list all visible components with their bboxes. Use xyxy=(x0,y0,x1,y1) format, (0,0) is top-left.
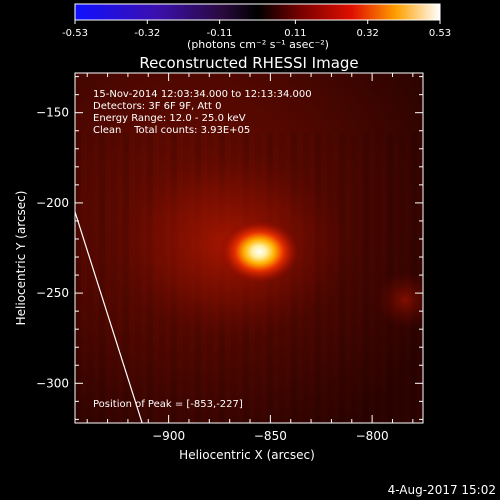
image-stripe xyxy=(363,133,369,423)
image-stripe xyxy=(351,133,357,423)
info-line: Detectors: 3F 6F 9F, Att 0 xyxy=(93,101,221,112)
image-stripe xyxy=(375,133,381,423)
image-area xyxy=(75,73,429,423)
plot-title: Reconstructed RHESSI Image xyxy=(139,54,358,72)
x-tick-label: −850 xyxy=(254,429,287,443)
image-stripe xyxy=(111,133,117,423)
y-axis-label: Heliocentric Y (arcsec) xyxy=(14,191,28,326)
x-tick-label: −800 xyxy=(356,429,389,443)
image-stripe xyxy=(75,133,81,423)
colorbar-units: (photons cm⁻² s⁻¹ asec⁻²) xyxy=(187,38,329,51)
info-block: 15-Nov-2014 12:03:34.000 to 12:13:34.000… xyxy=(93,89,312,136)
peak-source xyxy=(219,219,300,284)
colorbar-tick-label: 0.53 xyxy=(429,28,451,39)
solar-limb-line xyxy=(75,211,143,423)
secondary-emission xyxy=(375,270,423,330)
axis-ticks: −900 −850 −800 −150 −200 −250 −300 xyxy=(36,73,423,443)
image-stripe xyxy=(99,133,105,423)
colorbar-tick-label: -0.32 xyxy=(134,28,160,39)
plot-frame xyxy=(74,72,424,424)
colorbar-tick-label: 0.11 xyxy=(284,28,306,39)
y-tick-label: −250 xyxy=(36,286,69,300)
colorbar: -0.53 -0.32 -0.11 0.11 0.32 0.53 (photons cm⁻… xyxy=(62,3,451,51)
image-stripe xyxy=(87,133,93,423)
footer-date: 4-Aug-2017 15:02 xyxy=(388,483,496,497)
x-tick-label: −900 xyxy=(152,429,185,443)
image-stripe xyxy=(423,133,429,423)
info-line: Clean Total counts: 3.93E+05 xyxy=(93,125,250,136)
y-tick-label: −200 xyxy=(36,196,69,210)
colorbar-ticks: -0.53 -0.32 -0.11 0.11 0.32 0.53 xyxy=(62,20,451,39)
y-tick-label: −300 xyxy=(36,376,69,390)
colorbar-tick-label: -0.53 xyxy=(62,28,88,39)
colorbar-gradient xyxy=(74,3,441,21)
info-line: Energy Range: 12.0 - 25.0 keV xyxy=(93,113,246,124)
info-line: 15-Nov-2014 12:03:34.000 to 12:13:34.000 xyxy=(93,89,312,100)
y-tick-label: −150 xyxy=(36,106,69,120)
colorbar-tick-label: -0.11 xyxy=(207,28,233,39)
colorbar-tick-label: 0.32 xyxy=(357,28,379,39)
peak-position-label: Position of Peak = [-853,-227] xyxy=(93,399,243,410)
x-axis-label: Heliocentric X (arcsec) xyxy=(179,448,315,462)
